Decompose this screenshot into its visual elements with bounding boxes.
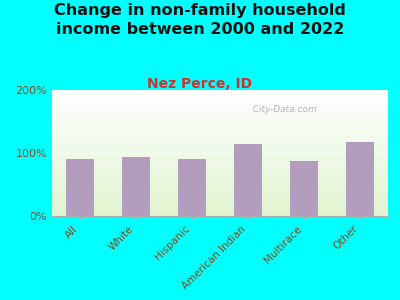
Text: City-Data.com: City-Data.com <box>247 105 317 114</box>
Text: Nez Perce, ID: Nez Perce, ID <box>148 76 252 91</box>
Bar <box>66 159 94 216</box>
Bar <box>178 159 206 216</box>
Bar <box>234 144 262 216</box>
Text: Change in non-family household
income between 2000 and 2022: Change in non-family household income be… <box>54 3 346 37</box>
Bar <box>346 142 374 216</box>
Bar <box>290 160 318 216</box>
Bar <box>122 158 150 216</box>
